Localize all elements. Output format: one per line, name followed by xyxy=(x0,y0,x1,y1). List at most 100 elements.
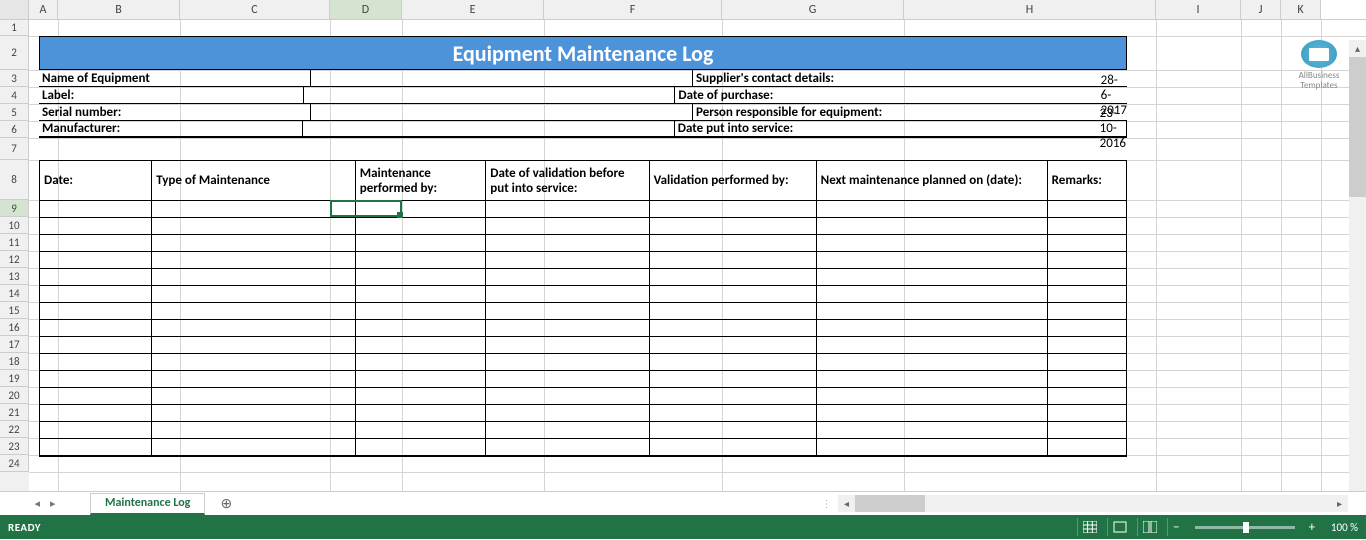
watermark-logo: AllBusiness Templates xyxy=(1287,40,1351,91)
log-cell xyxy=(817,354,1048,370)
log-cell xyxy=(40,439,152,455)
info-row-2: Label: Date of purchase: 28-6-2017 xyxy=(39,87,1127,104)
row-header-22[interactable]: 22 xyxy=(0,421,29,438)
scroll-right-button[interactable]: ▸ xyxy=(1331,495,1348,512)
add-sheet-button[interactable]: ⊕ xyxy=(215,493,237,515)
monitor-icon xyxy=(1301,40,1337,68)
vertical-scrollbar[interactable]: ▴ ▾ xyxy=(1349,40,1366,511)
row-header-11[interactable]: 11 xyxy=(0,234,29,251)
select-all-corner[interactable] xyxy=(0,0,29,19)
info-label: Label: xyxy=(39,87,304,103)
column-header-K[interactable]: K xyxy=(1281,0,1321,19)
log-cell xyxy=(1048,218,1126,234)
column-header-B[interactable]: B xyxy=(58,0,180,19)
row-header-15[interactable]: 15 xyxy=(0,302,29,319)
row-header-2[interactable]: 2 xyxy=(0,36,29,70)
row-header-9[interactable]: 9 xyxy=(0,200,29,217)
row-header-21[interactable]: 21 xyxy=(0,404,29,421)
worksheet-grid: 123456789101112131415161718192021222324 … xyxy=(0,20,1366,491)
scroll-left-button[interactable]: ◂ xyxy=(838,495,855,512)
column-header-G[interactable]: G xyxy=(722,0,904,19)
row-header-8[interactable]: 8 xyxy=(0,160,29,200)
log-cell xyxy=(1048,303,1126,319)
info-label: Name of Equipment xyxy=(39,70,311,86)
log-cell xyxy=(1048,439,1126,455)
column-header-J[interactable]: J xyxy=(1241,0,1281,19)
hscroll-thumb[interactable] xyxy=(855,495,925,512)
row-header-20[interactable]: 20 xyxy=(0,387,29,404)
log-cell xyxy=(152,388,356,404)
row-header-10[interactable]: 10 xyxy=(0,217,29,234)
info-label: Serial number: xyxy=(39,104,311,120)
row-header-19[interactable]: 19 xyxy=(0,370,29,387)
log-cell xyxy=(356,269,486,285)
row-header-5[interactable]: 5 xyxy=(0,104,29,121)
sheet-tab-bar: ◂ ▸ Maintenance Log ⊕ ⋮ ◂ ▸ xyxy=(0,491,1366,515)
page-break-view-button[interactable] xyxy=(1137,518,1163,536)
log-cell xyxy=(1048,252,1126,268)
column-header-F[interactable]: F xyxy=(544,0,722,19)
row-header-16[interactable]: 16 xyxy=(0,319,29,336)
watermark-text: Templates xyxy=(1287,81,1351,91)
log-cell xyxy=(152,235,356,251)
horizontal-scrollbar[interactable]: ◂ ▸ xyxy=(838,495,1348,512)
hscroll-track[interactable] xyxy=(855,495,1331,512)
tab-prev-icon[interactable]: ◂ xyxy=(34,497,40,510)
column-header-D[interactable]: D xyxy=(330,0,402,19)
page-layout-view-button[interactable] xyxy=(1107,518,1133,536)
row-header-3[interactable]: 3 xyxy=(0,70,29,87)
log-cell xyxy=(817,320,1048,336)
log-cell xyxy=(356,422,486,438)
row-header-7[interactable]: 7 xyxy=(0,138,29,160)
log-cell xyxy=(486,422,649,438)
cells-area[interactable]: Equipment Maintenance Log Name of Equipm… xyxy=(29,20,1366,491)
log-table-header: Date:Type of MaintenanceMaintenance perf… xyxy=(40,161,1126,201)
log-row xyxy=(40,252,1126,269)
log-cell xyxy=(486,405,649,421)
column-header-C[interactable]: C xyxy=(180,0,330,19)
row-header-1[interactable]: 1 xyxy=(0,20,29,36)
sheet-tab-active[interactable]: Maintenance Log xyxy=(90,493,205,515)
info-block: Name of Equipment Supplier's contact det… xyxy=(39,70,1127,138)
row-header-23[interactable]: 23 xyxy=(0,438,29,455)
zoom-in-button[interactable]: + xyxy=(1305,520,1319,535)
log-cell xyxy=(1048,422,1126,438)
zoom-out-button[interactable]: − xyxy=(1167,518,1185,536)
column-header-H[interactable]: H xyxy=(904,0,1156,19)
vscroll-track[interactable] xyxy=(1349,57,1366,494)
log-cell xyxy=(817,371,1048,387)
row-header-17[interactable]: 17 xyxy=(0,336,29,353)
column-header-E[interactable]: E xyxy=(402,0,544,19)
tab-nav-buttons[interactable]: ◂ ▸ xyxy=(0,497,90,510)
row-header-24[interactable]: 24 xyxy=(0,455,29,472)
row-header-18[interactable]: 18 xyxy=(0,353,29,370)
zoom-slider[interactable] xyxy=(1195,526,1295,529)
tab-next-icon[interactable]: ▸ xyxy=(50,497,56,510)
log-row xyxy=(40,320,1126,337)
log-cell xyxy=(40,201,152,217)
row-header-4[interactable]: 4 xyxy=(0,87,29,104)
scroll-separator[interactable]: ⋮ xyxy=(824,495,829,512)
vscroll-thumb[interactable] xyxy=(1349,57,1366,197)
log-cell xyxy=(1048,235,1126,251)
scroll-up-button[interactable]: ▴ xyxy=(1349,40,1366,57)
log-cell xyxy=(356,218,486,234)
row-header-6[interactable]: 6 xyxy=(0,121,29,138)
log-cell xyxy=(817,235,1048,251)
log-cell xyxy=(1048,269,1126,285)
log-cell xyxy=(40,422,152,438)
column-header-I[interactable]: I xyxy=(1156,0,1241,19)
row-header-12[interactable]: 12 xyxy=(0,251,29,268)
row-header-13[interactable]: 13 xyxy=(0,268,29,285)
log-cell xyxy=(356,320,486,336)
log-table-body xyxy=(40,201,1126,456)
zoom-level[interactable]: 100 % xyxy=(1331,521,1358,534)
log-cell xyxy=(152,320,356,336)
log-cell xyxy=(40,252,152,268)
column-header-A[interactable]: A xyxy=(29,0,58,19)
normal-view-button[interactable] xyxy=(1077,518,1103,536)
zoom-thumb[interactable] xyxy=(1243,522,1249,533)
row-header-14[interactable]: 14 xyxy=(0,285,29,302)
log-row xyxy=(40,354,1126,371)
log-cell xyxy=(152,269,356,285)
